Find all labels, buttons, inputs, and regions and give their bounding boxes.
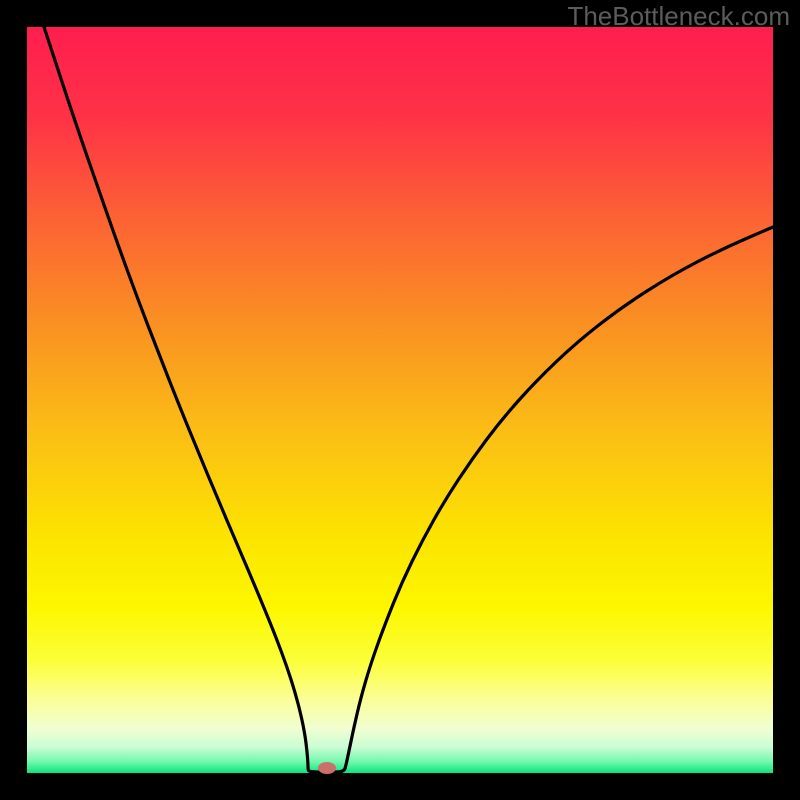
plot-area: [27, 27, 773, 773]
optimal-point-marker: [318, 762, 336, 774]
watermark-text: TheBottleneck.com: [567, 1, 790, 32]
bottleneck-curve: [27, 27, 773, 773]
chart-frame: TheBottleneck.com: [0, 0, 800, 800]
